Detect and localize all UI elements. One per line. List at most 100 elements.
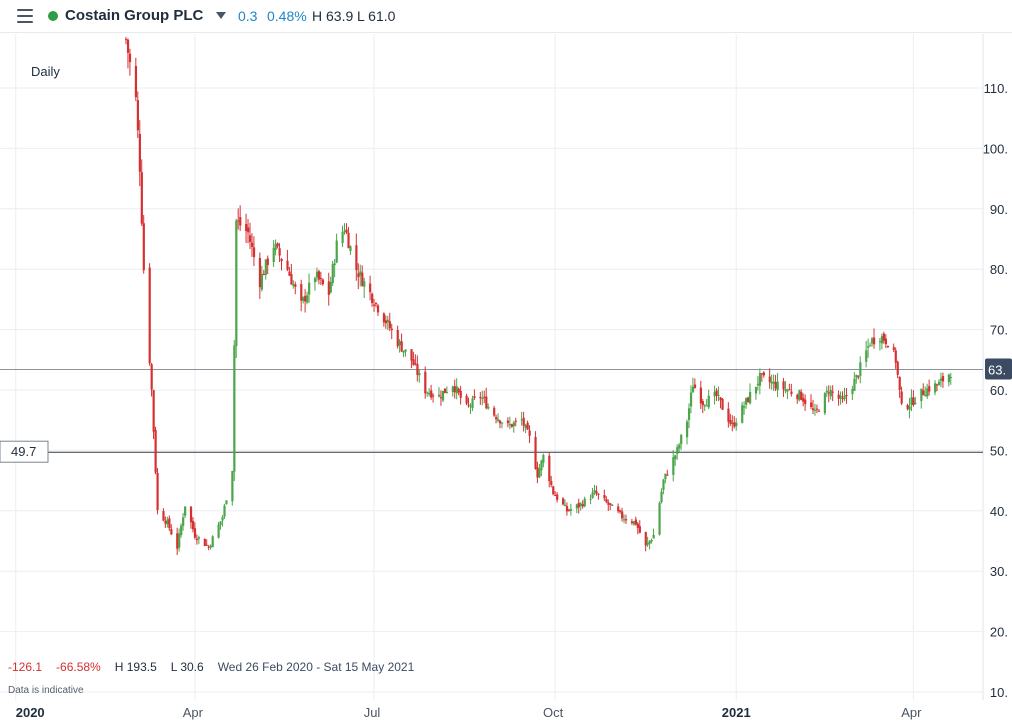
candle [191, 517, 195, 533]
candle-body [871, 338, 874, 344]
candle-body [483, 396, 486, 398]
candle [593, 484, 596, 496]
candle [469, 403, 472, 415]
candle-body [839, 395, 842, 399]
candle-body [189, 506, 193, 523]
instrument-title[interactable]: Costain Group PLC [65, 7, 204, 24]
candle [355, 233, 358, 281]
candle-body [416, 364, 419, 375]
current-price-badge [985, 358, 1012, 380]
candle [823, 392, 827, 416]
candle-body [538, 468, 541, 478]
caret-down-icon[interactable] [216, 12, 226, 19]
candle [424, 366, 427, 399]
candle-body [567, 509, 571, 511]
candle-body [465, 395, 468, 404]
candle-body [329, 281, 332, 293]
candle [510, 423, 514, 428]
candle [632, 520, 636, 526]
candle [150, 362, 153, 397]
candle-body [646, 542, 649, 545]
candle [691, 377, 695, 393]
candle [471, 395, 474, 411]
candle-body [575, 504, 578, 509]
candle-body [701, 401, 704, 406]
candle-body [343, 230, 346, 232]
candle [579, 502, 582, 511]
hamburger-icon[interactable] [17, 9, 33, 23]
candle [658, 501, 661, 536]
y-axis: 110. 100. 90. 80. 70. 60. 50. 40. 30. 20. 10. [983, 81, 1008, 700]
candle [294, 281, 297, 295]
candle [939, 372, 943, 388]
candle [126, 38, 130, 69]
candle-body [617, 506, 620, 512]
candle-body [154, 430, 157, 473]
candle [524, 424, 527, 434]
candle [349, 245, 352, 255]
candle [741, 402, 744, 424]
candle [168, 515, 171, 532]
candle-body [126, 39, 130, 53]
candle [252, 236, 256, 267]
candle-body [221, 517, 224, 521]
candle-body [355, 245, 358, 271]
candle [798, 389, 801, 402]
candle [845, 387, 848, 404]
candle-body [290, 274, 293, 285]
candle [841, 391, 844, 403]
y-tick-label: 110. [984, 81, 1008, 96]
candle-body [786, 390, 789, 392]
candle [410, 349, 413, 369]
candle-body [195, 538, 199, 541]
candle [182, 512, 185, 531]
candle [441, 390, 445, 403]
candle-body [459, 390, 462, 398]
candle [345, 223, 348, 234]
candle-body [865, 350, 868, 362]
candle-body [658, 502, 661, 535]
candle-body [648, 540, 651, 544]
candle [418, 369, 421, 383]
candle-body [707, 395, 710, 408]
candle-body [288, 271, 291, 276]
candle [329, 276, 332, 294]
candle [934, 380, 937, 396]
candle [499, 419, 502, 429]
candle-body [882, 333, 886, 341]
candle-body [605, 499, 608, 503]
candle-body [278, 248, 281, 256]
candle-body [719, 397, 722, 401]
candle [648, 540, 651, 550]
candle [583, 496, 586, 508]
candle-body [636, 523, 639, 528]
candle-body [526, 422, 529, 430]
candle [164, 516, 167, 528]
candle-body [306, 295, 309, 303]
candle-body [829, 390, 832, 397]
candle [292, 280, 295, 289]
candle [774, 374, 777, 392]
candle-body [211, 536, 214, 548]
candle-body [843, 395, 846, 399]
candle [591, 487, 594, 499]
candle [540, 459, 543, 477]
interval-label[interactable]: Daily [31, 64, 60, 79]
candle-body [473, 396, 476, 398]
candle-body [371, 293, 374, 304]
candle [327, 272, 330, 306]
candle-body [825, 390, 828, 393]
candle-body [926, 388, 929, 397]
candle [894, 347, 897, 369]
candle-body [469, 405, 472, 407]
candle [676, 444, 679, 460]
candle-body [402, 350, 405, 353]
candle [705, 398, 708, 407]
candle-body [611, 504, 614, 506]
candle-body [207, 546, 210, 548]
candle-body [180, 525, 183, 536]
candle [233, 339, 236, 482]
candle [487, 403, 490, 410]
candle-body [522, 417, 525, 426]
